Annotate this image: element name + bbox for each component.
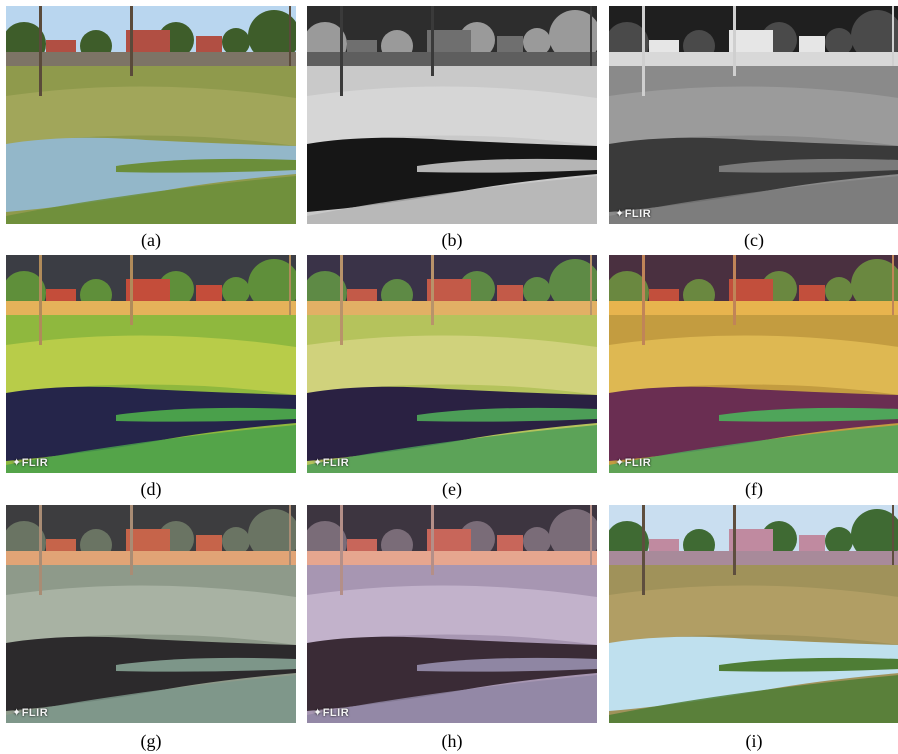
panel-g-image: ✦FLIR (6, 505, 296, 723)
panel-f-image: ✦FLIR (609, 255, 898, 473)
panel-d-image: ✦FLIR (6, 255, 296, 473)
panel-i-caption: (i) (745, 731, 763, 751)
panel-e-caption: (e) (442, 479, 462, 499)
panel-c-image: ✦FLIR (609, 6, 898, 224)
panel-b-caption: (b) (441, 230, 463, 250)
panel-d-caption: (d) (140, 479, 162, 499)
panel-i-image (609, 505, 898, 723)
panel-a-caption: (a) (141, 230, 161, 250)
panel-h-caption: (h) (441, 731, 463, 751)
flir-logo: ✦FLIR (12, 457, 49, 469)
flir-logo: ✦FLIR (615, 208, 652, 220)
panel-a-image (6, 6, 296, 224)
panel-g-caption: (g) (140, 731, 162, 751)
panel-f-caption: (f) (745, 479, 763, 499)
flir-logo: ✦FLIR (12, 707, 49, 719)
flir-logo: ✦FLIR (313, 457, 350, 469)
panel-h-image: ✦FLIR (307, 505, 597, 723)
panel-b-image (307, 6, 597, 224)
flir-logo: ✦FLIR (313, 707, 350, 719)
flir-logo: ✦FLIR (615, 457, 652, 469)
panel-c-caption: (c) (744, 230, 764, 250)
panel-e-image: ✦FLIR (307, 255, 597, 473)
